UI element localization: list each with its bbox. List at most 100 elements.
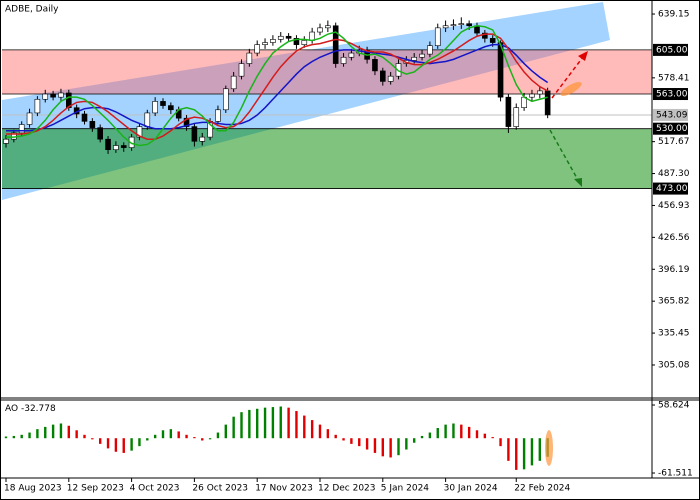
candle-body — [529, 93, 535, 98]
candle-body — [223, 88, 229, 111]
x-tick-label: 12 Dec 2023 — [318, 484, 376, 494]
ao-bar — [381, 438, 384, 457]
level-label: 473.00 — [656, 184, 688, 194]
ao-bar — [67, 425, 70, 439]
candle-body — [293, 38, 300, 45]
y-tick-label: 456.93 — [658, 201, 690, 211]
plot — [3, 17, 551, 470]
candle-body — [489, 38, 496, 43]
level-label-box — [653, 88, 688, 101]
candle-body — [482, 32, 488, 39]
current-price-box — [653, 108, 688, 121]
level-label-box — [653, 122, 688, 135]
ao-bar — [467, 426, 471, 439]
indicator-line — [6, 24, 548, 147]
ao-bar — [4, 436, 8, 439]
ao-bar — [106, 438, 110, 449]
ao-bar — [538, 438, 541, 461]
candle-body — [144, 112, 151, 127]
ao-bar — [334, 434, 337, 439]
zone — [2, 49, 652, 95]
level-label: 530.00 — [656, 124, 688, 134]
current-price-label: 543.09 — [656, 110, 688, 120]
ao-bar — [271, 407, 275, 439]
x-tick-label: 22 Feb 2024 — [514, 484, 570, 494]
candle-body — [419, 53, 425, 58]
candle-body — [348, 52, 355, 58]
up-arrowhead — [578, 51, 588, 61]
candle-body — [191, 126, 198, 142]
candle-body — [262, 42, 268, 45]
ao-bar — [36, 429, 39, 439]
ao-bar — [318, 424, 322, 439]
ao-highlight — [545, 430, 553, 466]
annotations — [545, 51, 588, 466]
up-arrow — [551, 56, 584, 99]
candle-body — [270, 39, 276, 43]
x-tick-label: 18 Aug 2023 — [4, 484, 62, 494]
ao-bar — [475, 430, 479, 439]
ao-bar — [201, 438, 204, 441]
y-tick-label: -61.511 — [658, 469, 693, 479]
highlight — [560, 82, 582, 96]
ao-bar — [51, 424, 55, 439]
ao-bar — [444, 424, 447, 439]
ao-bar — [310, 420, 314, 439]
candle-body — [66, 92, 72, 108]
ao-bar — [193, 437, 196, 439]
candle-body — [215, 109, 221, 122]
candle-body — [442, 25, 449, 29]
ao-bar — [413, 438, 416, 443]
ao-title: AO -32.778 — [5, 404, 56, 414]
ao-bar — [153, 434, 157, 439]
candle-body — [434, 27, 441, 47]
ao-bar — [436, 428, 439, 439]
ao-bar — [130, 438, 133, 451]
candle-body — [340, 56, 347, 64]
candle-body — [246, 52, 253, 64]
ao-bar — [420, 435, 424, 439]
x-tick-label: 5 Jan 2024 — [381, 484, 429, 494]
zone — [2, 128, 652, 189]
ao-bar — [28, 432, 31, 439]
candle-body — [458, 23, 465, 25]
ao-bar — [263, 407, 267, 439]
candle-body — [105, 138, 111, 151]
ao-bar — [483, 433, 487, 439]
level-label-box — [653, 43, 688, 56]
ao-bar — [287, 407, 290, 439]
candle-body — [497, 42, 504, 98]
ao-bar — [452, 423, 455, 439]
candle-body — [450, 24, 457, 27]
level-label: 563.00 — [656, 90, 688, 100]
ao-bar — [350, 438, 353, 444]
candle-body — [544, 90, 551, 116]
ao-value: -32.778 — [21, 404, 56, 414]
y-tick-label: 305.08 — [658, 360, 690, 370]
candle-body — [199, 136, 206, 142]
ao-bar — [373, 438, 377, 453]
y-tick-label: 578.41 — [658, 73, 690, 83]
candle-body — [309, 31, 315, 41]
candle-body — [325, 25, 331, 29]
ao-bar — [491, 437, 494, 439]
ao-bar — [515, 438, 518, 470]
zones — [2, 49, 652, 189]
candle-body — [34, 98, 41, 114]
candle-body — [427, 45, 433, 55]
candle-body — [387, 75, 394, 82]
candle-body — [81, 113, 88, 122]
candle-body — [152, 101, 158, 114]
candle-body — [317, 27, 323, 33]
x-tick-label: 12 Sep 2023 — [67, 484, 124, 494]
ao-bar — [12, 435, 16, 439]
candle-body — [301, 40, 308, 45]
ao-bar — [83, 434, 86, 439]
candle-body — [466, 23, 472, 27]
x-tick-label: 26 Oct 2023 — [192, 484, 248, 494]
ao-bar — [75, 430, 78, 439]
candle-body — [58, 92, 64, 98]
candle-body — [18, 124, 25, 134]
ao-bar — [240, 412, 243, 439]
ao-bar — [507, 438, 510, 461]
